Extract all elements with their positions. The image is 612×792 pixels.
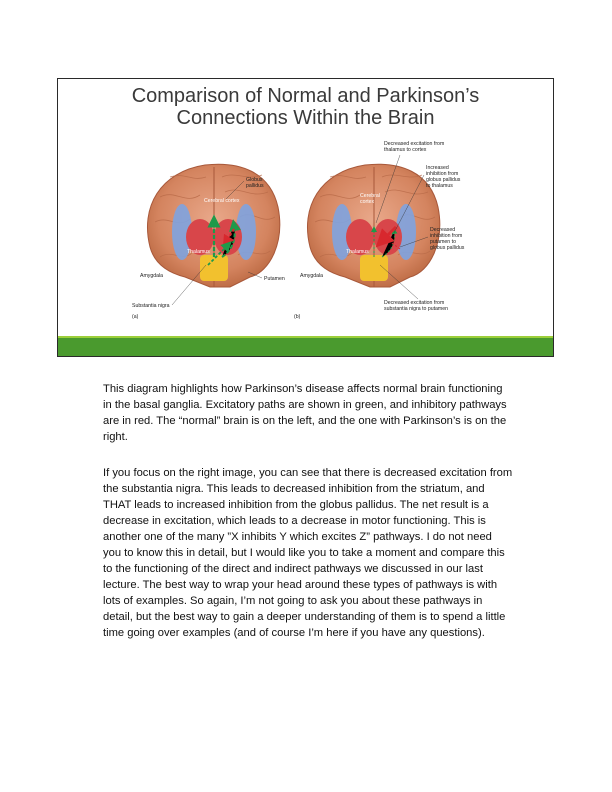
label-cerebral-cortex: Cerebral cortex [204, 198, 240, 204]
normal-brain [146, 163, 281, 306]
slide-accent-line [58, 336, 553, 338]
note-globus-to-thalamus: Increased inhibition from globus pallidu… [426, 165, 461, 189]
label-putamen: Putamen [264, 276, 285, 282]
label-amygdala: Amygdala [140, 273, 164, 279]
note-thalamus-to-cortex: Decreased excitation from thalamus to co… [384, 141, 445, 153]
notes-paragraph-2: If you focus on the right image, you can… [103, 467, 513, 639]
label-thalamus: Thalamus [187, 249, 210, 255]
label-cerebral-cortex-right: Cerebral cortex [360, 193, 380, 205]
panel-label-a: (a) [132, 314, 139, 320]
label-amygdala-right: Amygdala [300, 273, 324, 279]
slide-title: Comparison of Normal and Parkinson’s Con… [58, 85, 553, 129]
note-nigra-to-putamen: Decreased excitation from substantia nig… [384, 300, 449, 312]
slide: Comparison of Normal and Parkinson’s Con… [57, 78, 554, 357]
note-putamen-to-globus: Decreased inhibition from putamen to glo… [430, 227, 465, 251]
slide-title-line1: Comparison of Normal and Parkinson’s [131, 85, 480, 107]
slide-title-line2: Connections Within the Brain [176, 107, 435, 129]
panel-label-b: (b) [294, 314, 301, 320]
slide-footer-bar [58, 338, 553, 356]
label-thalamus-right: Thalamus [346, 249, 369, 255]
brain-illustrations [146, 154, 441, 306]
brain-comparison-figure: Globus pallidus Cerebral cortex Thalamus… [130, 137, 480, 322]
notes-paragraph-1: This diagram highlights how Parkinson’s … [103, 383, 507, 443]
label-globus-pallidus: Globus pallidus [246, 177, 264, 189]
label-substantia-nigra: Substantia nigra [132, 303, 170, 309]
parkinsons-brain [306, 154, 441, 300]
